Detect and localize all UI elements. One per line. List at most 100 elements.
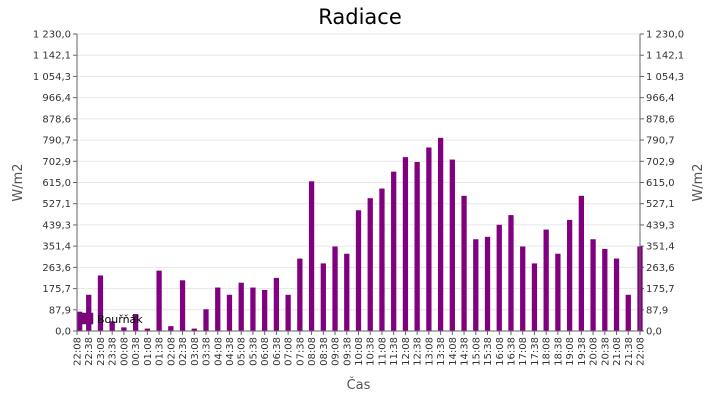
data-bar xyxy=(367,198,373,331)
data-bar xyxy=(320,263,326,331)
y-tick-label-left: 175,7 xyxy=(42,284,71,295)
x-tick-label: 19:08 xyxy=(565,337,576,366)
legend-swatch xyxy=(81,312,94,325)
x-tick-label: 01:38 xyxy=(155,337,166,366)
x-tick-label: 06:08 xyxy=(260,337,271,366)
data-bar xyxy=(308,181,315,331)
data-bar xyxy=(355,210,362,331)
y-tick-label-left: 263,6 xyxy=(42,263,71,274)
data-bar xyxy=(332,246,338,331)
x-tick-label: 15:38 xyxy=(483,337,494,366)
data-bar xyxy=(602,248,608,331)
data-bar xyxy=(508,215,514,331)
x-tick-label: 02:08 xyxy=(166,337,177,366)
x-tick-label: 22:08 xyxy=(73,337,84,366)
x-tick-label: 13:38 xyxy=(436,337,447,366)
y-tick-label-left: 527,1 xyxy=(42,199,71,210)
x-tick-label: 05:08 xyxy=(237,337,248,366)
x-tick-label: 04:38 xyxy=(225,337,236,366)
y-tick-label-right: 878,6 xyxy=(646,114,675,125)
y-tick-label-left: 790,7 xyxy=(42,136,71,147)
data-bar xyxy=(97,275,104,331)
data-bar xyxy=(484,236,491,331)
data-bar xyxy=(191,328,197,331)
x-tick-label: 07:08 xyxy=(284,337,295,366)
y-tick-label-left: 1 230,0 xyxy=(33,30,71,41)
data-bar xyxy=(215,287,221,331)
chart-title: Radiace xyxy=(318,5,402,29)
data-bar xyxy=(402,157,409,331)
data-bar xyxy=(344,253,350,331)
data-bar xyxy=(520,246,526,331)
data-bar xyxy=(578,195,584,331)
x-tick-label: 08:08 xyxy=(307,337,318,366)
x-tick-label: 22:08 xyxy=(636,337,647,366)
x-tick-label: 16:38 xyxy=(506,337,517,366)
data-bar xyxy=(461,195,467,331)
x-tick-label: 16:08 xyxy=(495,337,506,366)
x-tick-label: 14:38 xyxy=(460,337,471,366)
x-tick-label: 12:38 xyxy=(413,337,424,366)
data-bar xyxy=(226,294,233,331)
y-tick-label-left: 966,4 xyxy=(42,93,71,104)
y-tick-label-right: 1 054,3 xyxy=(646,72,684,83)
legend-label: Bouřňák xyxy=(97,313,143,326)
x-tick-label: 23:08 xyxy=(96,337,107,366)
y-tick-label-right: 175,7 xyxy=(646,284,675,295)
x-tick-label: 00:08 xyxy=(119,337,130,366)
data-bar xyxy=(449,159,455,331)
y-tick-label-right: 1 142,1 xyxy=(646,51,684,62)
data-bar xyxy=(414,161,420,331)
x-tick-label: 10:08 xyxy=(354,337,365,366)
data-bar xyxy=(203,309,209,331)
x-tick-label: 02:38 xyxy=(178,337,189,366)
data-bar xyxy=(566,219,573,331)
data-bar xyxy=(391,171,397,331)
y-tick-label-right: 263,6 xyxy=(646,263,675,274)
y-tick-label-right: 790,7 xyxy=(646,136,675,147)
data-bar xyxy=(133,314,139,331)
x-tick-label: 18:08 xyxy=(542,337,553,366)
data-bar xyxy=(179,280,186,331)
y-tick-label-right: 527,1 xyxy=(646,199,675,210)
x-tick-label: 04:08 xyxy=(213,337,224,366)
data-bar xyxy=(379,188,385,331)
x-tick-label: 05:38 xyxy=(248,337,259,366)
y-tick-label-right: 0,0 xyxy=(646,327,662,338)
y-tick-label-left: 615,0 xyxy=(42,178,71,189)
x-tick-label: 08:38 xyxy=(319,337,330,366)
data-bar xyxy=(437,137,444,331)
data-bar xyxy=(613,258,620,331)
y-axis-label-left: W/m2 xyxy=(11,163,26,201)
data-bar xyxy=(496,224,502,331)
x-tick-label: 17:38 xyxy=(530,337,541,366)
x-tick-label: 14:08 xyxy=(448,337,459,366)
x-tick-label: 01:08 xyxy=(143,337,154,366)
data-bar xyxy=(426,147,432,331)
data-bar xyxy=(590,239,596,331)
data-bar xyxy=(625,294,631,331)
x-tick-label: 23:38 xyxy=(108,337,119,366)
data-bar xyxy=(297,258,303,331)
data-bar xyxy=(555,253,561,331)
x-tick-label: 11:38 xyxy=(389,337,400,366)
x-tick-label: 03:08 xyxy=(190,337,201,366)
x-tick-label: 07:38 xyxy=(295,337,306,366)
y-axis-label-right: W/m2 xyxy=(691,163,706,201)
y-tick-label-left: 87,9 xyxy=(49,305,71,316)
x-tick-label: 17:08 xyxy=(518,337,529,366)
y-tick-label-left: 1 142,1 xyxy=(33,51,71,62)
x-tick-label: 09:38 xyxy=(342,337,353,366)
x-tick-label: 11:08 xyxy=(377,337,388,366)
x-tick-label: 03:38 xyxy=(202,337,213,366)
data-bar xyxy=(273,277,280,331)
y-tick-label-left: 439,3 xyxy=(42,220,71,231)
data-bar xyxy=(473,239,479,331)
x-tick-label: 10:38 xyxy=(366,337,377,366)
x-tick-label: 09:08 xyxy=(331,337,342,366)
data-bar xyxy=(109,321,115,331)
y-tick-label-right: 1 230,0 xyxy=(646,30,684,41)
y-tick-label-right: 351,4 xyxy=(646,242,675,253)
